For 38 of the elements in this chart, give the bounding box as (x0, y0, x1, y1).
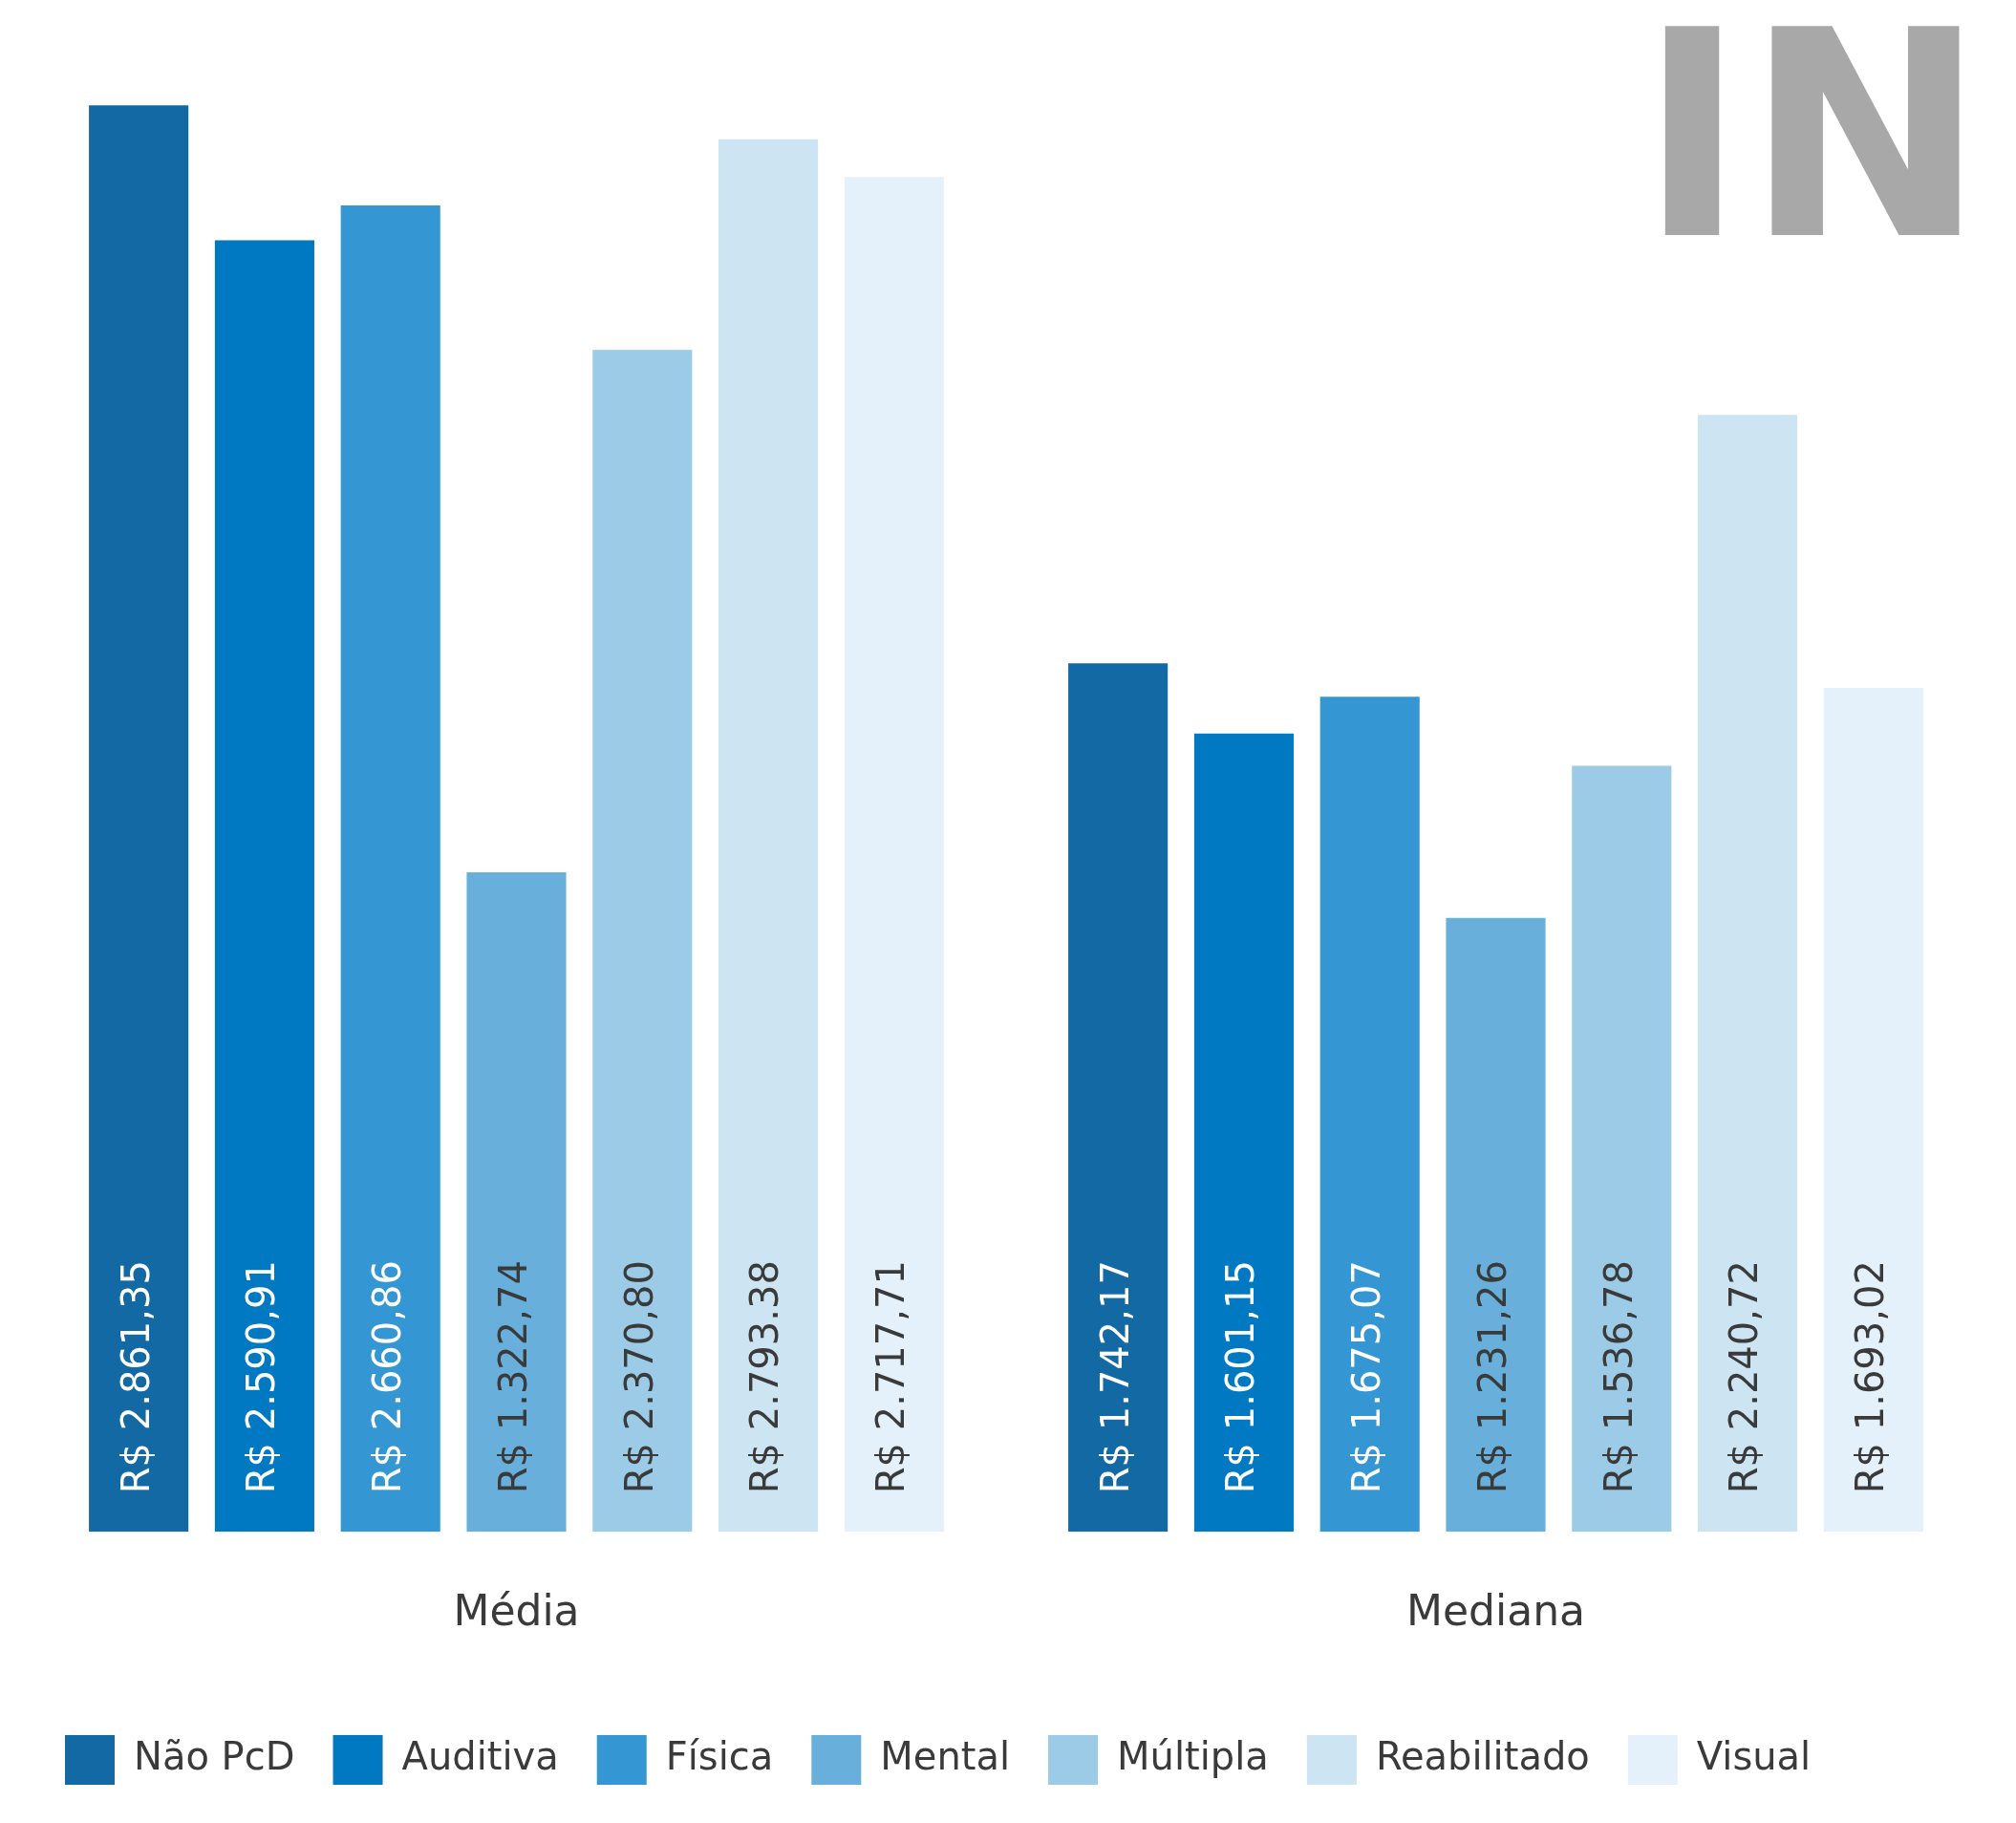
data-label: R$ 1.742,17 (1092, 1260, 1137, 1494)
bar (340, 204, 440, 1533)
data-label: R$ 1.601,15 (1218, 1260, 1263, 1494)
legend-label: Múltipla (1117, 1734, 1269, 1779)
bar (89, 105, 189, 1533)
bar (1193, 733, 1294, 1533)
data-label: R$ 2.590,91 (239, 1260, 284, 1494)
legend-label: Mental (880, 1734, 1011, 1779)
bar (1319, 697, 1420, 1533)
bar (1068, 663, 1169, 1533)
bar (1572, 765, 1672, 1533)
legend-label: Auditiva (401, 1734, 559, 1779)
data-label: R$ 1.693,02 (1848, 1260, 1893, 1494)
bar (466, 872, 567, 1533)
bar (592, 350, 693, 1533)
legend-label: Não PcD (134, 1734, 295, 1779)
data-label: R$ 2.660,86 (365, 1260, 410, 1494)
data-label: R$ 2.793.38 (742, 1260, 787, 1494)
legend-label: Reabilitado (1375, 1734, 1590, 1779)
legend-label: Física (665, 1734, 774, 1779)
data-label: R$ 2.240,72 (1722, 1260, 1767, 1494)
bar (1698, 415, 1798, 1533)
data-label: R$ 1.322,74 (490, 1260, 535, 1494)
bar (1823, 687, 1923, 1533)
x-tick-label: Mediana (1406, 1586, 1585, 1636)
data-label: R$ 2.717,71 (869, 1260, 913, 1494)
data-label: R$ 1.231,26 (1469, 1260, 1514, 1494)
legend-label: Visual (1696, 1734, 1812, 1779)
bar (718, 139, 819, 1533)
x-tick-label: Média (453, 1586, 580, 1636)
data-label: R$ 1.536,78 (1596, 1260, 1641, 1494)
data-label: R$ 2.861,35 (113, 1260, 158, 1494)
bar (1446, 917, 1546, 1533)
annotation: IN (1639, 0, 1985, 303)
bar (214, 240, 314, 1533)
bar (844, 177, 944, 1533)
data-label: R$ 2.370,80 (616, 1260, 661, 1494)
data-label: R$ 1.675,07 (1344, 1260, 1389, 1494)
